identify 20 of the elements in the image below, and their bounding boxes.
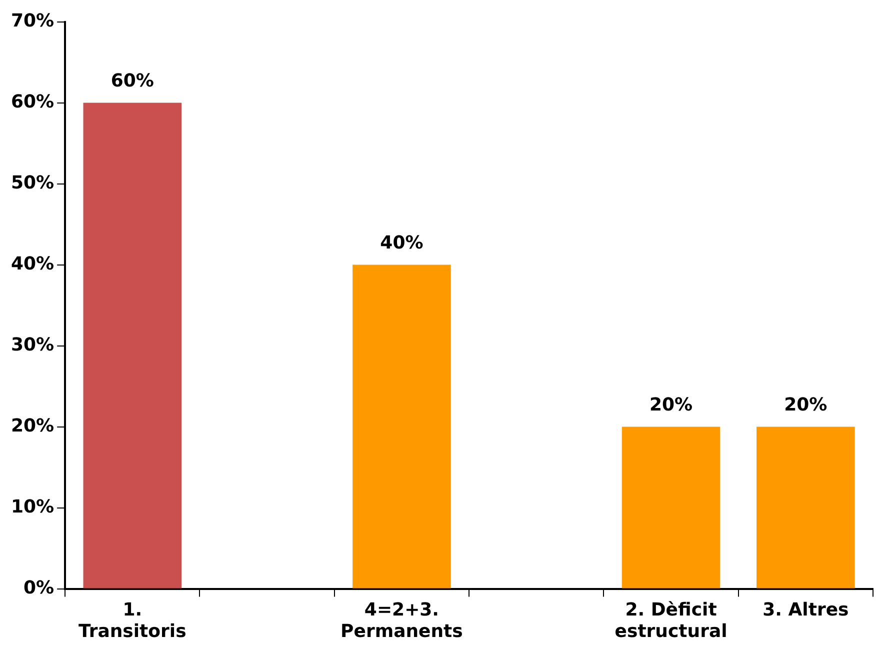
y-tick-label: 40%	[10, 253, 54, 274]
x-tick-label: 2. Dèficit estructural	[614, 599, 728, 642]
data-label: 60%	[110, 70, 154, 92]
y-tick-label: 60%	[10, 91, 54, 112]
x-tick-label: 1. Transitoris	[78, 599, 186, 642]
y-tick-label: 0%	[24, 577, 54, 598]
y-tick-label: 20%	[10, 415, 54, 436]
x-tick-label: 4=2+3. Permanents	[340, 599, 463, 642]
y-tick-label: 50%	[10, 172, 54, 194]
x-tick-label: 3. Altres	[762, 599, 849, 620]
y-tick-label: 70%	[10, 10, 54, 32]
bar	[622, 426, 720, 588]
bar	[756, 426, 855, 588]
data-label: 20%	[784, 394, 828, 416]
bar	[352, 264, 451, 588]
data-label: 20%	[649, 394, 693, 416]
bar	[83, 102, 182, 588]
y-tick-label: 10%	[10, 496, 54, 518]
data-label: 40%	[380, 232, 424, 254]
y-tick-label: 30%	[10, 334, 54, 356]
